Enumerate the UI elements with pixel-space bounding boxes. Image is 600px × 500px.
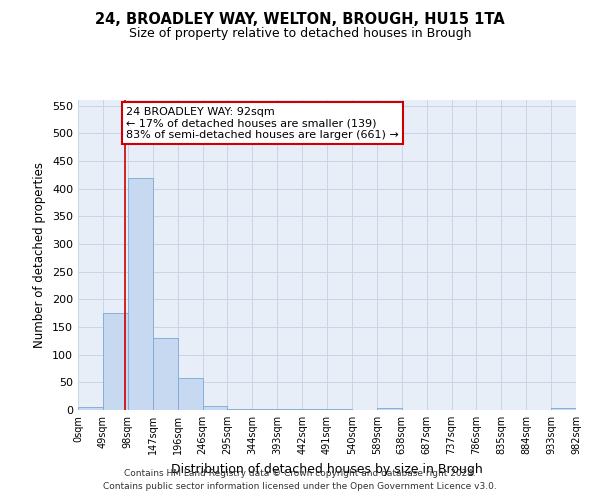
- Bar: [128, 178, 153, 410]
- Bar: [153, 338, 178, 410]
- Bar: [227, 409, 253, 410]
- Bar: [103, 313, 128, 410]
- Bar: [203, 406, 227, 410]
- Text: 24, BROADLEY WAY, WELTON, BROUGH, HU15 1TA: 24, BROADLEY WAY, WELTON, BROUGH, HU15 1…: [95, 12, 505, 28]
- Bar: [302, 409, 327, 410]
- Text: Size of property relative to detached houses in Brough: Size of property relative to detached ho…: [129, 28, 471, 40]
- X-axis label: Distribution of detached houses by size in Brough: Distribution of detached houses by size …: [171, 462, 483, 475]
- Text: Contains public sector information licensed under the Open Government Licence v3: Contains public sector information licen…: [103, 482, 497, 491]
- Y-axis label: Number of detached properties: Number of detached properties: [34, 162, 46, 348]
- Bar: [551, 408, 576, 410]
- Bar: [377, 408, 402, 410]
- Bar: [178, 378, 203, 410]
- Text: 24 BROADLEY WAY: 92sqm
← 17% of detached houses are smaller (139)
83% of semi-de: 24 BROADLEY WAY: 92sqm ← 17% of detached…: [126, 106, 399, 140]
- Text: Contains HM Land Registry data © Crown copyright and database right 2024.: Contains HM Land Registry data © Crown c…: [124, 468, 476, 477]
- Bar: [277, 409, 302, 410]
- Bar: [78, 407, 103, 410]
